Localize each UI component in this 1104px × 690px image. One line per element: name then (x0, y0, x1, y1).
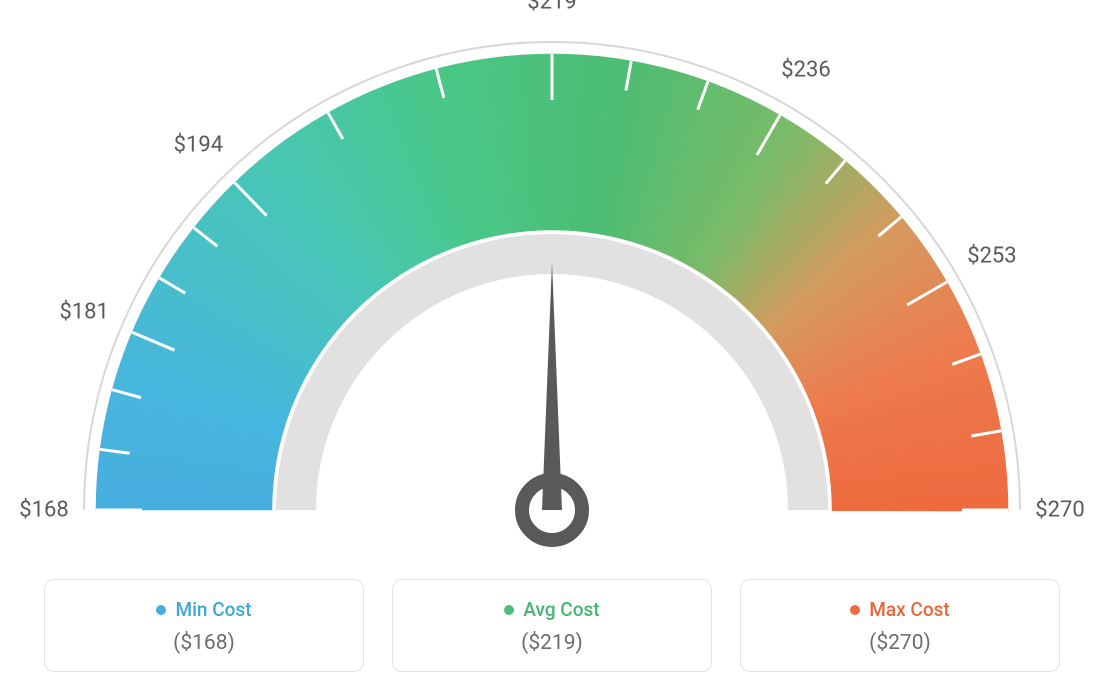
tick-label: $181 (59, 299, 108, 324)
tick-label: $236 (781, 58, 830, 83)
legend-card: Min Cost ($168) (44, 579, 364, 672)
legend-row: Min Cost ($168) Avg Cost ($219) Max Cost ($27… (0, 579, 1104, 672)
gauge-svg (0, 0, 1104, 560)
tick-label: $194 (174, 133, 223, 158)
legend-value: ($219) (403, 631, 701, 655)
legend-title: Min Cost (156, 598, 251, 621)
legend-label: Min Cost (175, 598, 251, 621)
legend-card: Avg Cost ($219) (392, 579, 712, 672)
legend-label: Max Cost (869, 598, 949, 621)
tick-label: $270 (1035, 498, 1084, 523)
legend-title: Max Cost (850, 598, 949, 621)
legend-value: ($270) (751, 631, 1049, 655)
legend-dot-icon (504, 605, 514, 615)
tick-label: $168 (19, 498, 68, 523)
tick-label: $253 (967, 244, 1016, 269)
legend-value: ($168) (55, 631, 353, 655)
gauge-needle (542, 262, 562, 510)
legend-dot-icon (156, 605, 166, 615)
tick-label: $219 (527, 0, 576, 15)
cost-gauge: $168 $181 $194 $219 $236 $253 $270 (0, 0, 1104, 560)
legend-label: Avg Cost (523, 598, 599, 621)
legend-card: Max Cost ($270) (740, 579, 1060, 672)
legend-dot-icon (850, 605, 860, 615)
legend-title: Avg Cost (504, 598, 599, 621)
